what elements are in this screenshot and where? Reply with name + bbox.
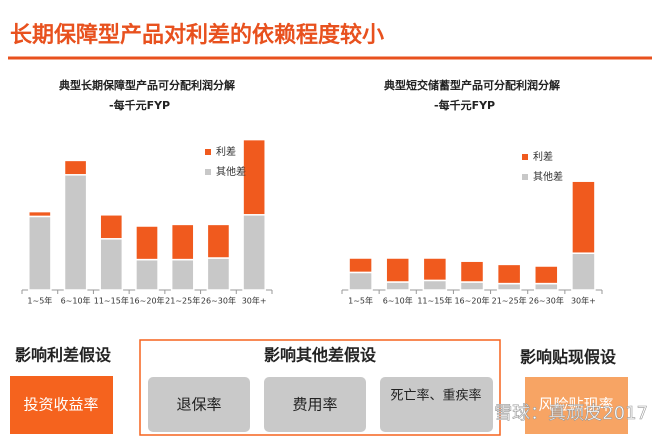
bar-segment: [99, 214, 124, 240]
legend-label: 其他差: [216, 165, 246, 178]
chart-subtitle: -每千元FYP: [109, 98, 170, 112]
bar-segment: [571, 180, 596, 254]
chart-subtitle: -每千元FYP: [434, 98, 495, 112]
item-box: [10, 376, 113, 434]
bar-segment: [63, 159, 88, 176]
bar-segment: [496, 263, 522, 285]
item-box: [264, 377, 366, 432]
legend-label: 其他差: [533, 170, 563, 183]
bar-segment: [206, 223, 231, 259]
bar-segment: [135, 258, 159, 291]
x-tick-label: 30年+: [242, 296, 267, 306]
x-tick-label: 16~20年: [454, 296, 489, 306]
bar-segment: [571, 252, 596, 291]
x-tick-label: 16~20年: [129, 296, 164, 306]
slide-title: 长期保障型产品对利差的依赖程度较小: [10, 22, 384, 48]
item-box: [380, 377, 493, 432]
bar-segment: [385, 281, 410, 291]
legend-swatch: [522, 154, 528, 160]
bar-segment: [206, 257, 231, 291]
legend-label: 利差: [533, 150, 553, 163]
group-title: 影响其他差假设: [264, 346, 377, 365]
group-title: 影响利差假设: [15, 346, 112, 365]
bar-segment: [170, 258, 195, 291]
chart-title: 典型长期保障型产品可分配利润分解: [59, 78, 235, 92]
bar-segment: [459, 260, 485, 283]
legend-swatch: [205, 169, 211, 175]
bar-segment: [242, 138, 266, 216]
x-tick-label: 1~5年: [348, 296, 373, 306]
item-box: [525, 377, 628, 434]
bar-segment: [63, 174, 88, 291]
chart-title: 典型短交储蓄型产品可分配利润分解: [384, 78, 560, 92]
item-label: 退保率: [176, 396, 221, 414]
bar-segment: [496, 282, 522, 291]
bar-segment: [534, 265, 559, 285]
legend-label: 利差: [216, 145, 236, 158]
x-tick-label: 26~30年: [201, 296, 236, 306]
item-box: [148, 377, 250, 432]
bar-segment: [348, 257, 373, 274]
x-tick-label: 30年+: [571, 296, 596, 306]
bar-segment: [422, 257, 448, 282]
group-frame: [139, 339, 501, 436]
x-tick-label: 26~30年: [529, 296, 564, 306]
bar-segment: [348, 271, 373, 291]
item-label: 死亡率、重疾率: [390, 388, 481, 404]
bar-segment: [385, 257, 410, 283]
x-tick-label: 21~25年: [492, 296, 527, 306]
bar-segment: [28, 215, 52, 291]
x-tick-label: 11~15年: [94, 296, 129, 306]
bar-segment: [28, 210, 52, 218]
bar-segment: [135, 225, 159, 261]
x-tick-label: 21~25年: [165, 296, 200, 306]
x-tick-label: 11~15年: [417, 296, 452, 306]
group-title: 影响贴现假设: [520, 348, 617, 367]
x-tick-label: 6~10年: [383, 296, 413, 306]
watermark: 雪球：真顽皮2017: [494, 403, 648, 424]
item-label: 投资收益率: [23, 396, 98, 414]
bar-segment: [459, 281, 485, 291]
bar-segment: [242, 214, 266, 291]
legend-swatch: [522, 174, 528, 180]
item-label: 风险贴现率: [538, 396, 613, 414]
bar-segment: [534, 282, 559, 291]
legend-swatch: [205, 149, 211, 155]
x-tick-label: 1~5年: [27, 296, 52, 306]
x-tick-label: 6~10年: [61, 296, 91, 306]
bar-segment: [170, 223, 195, 261]
bar-segment: [422, 279, 448, 291]
item-label: 费用率: [292, 396, 337, 414]
bar-segment: [99, 238, 124, 291]
